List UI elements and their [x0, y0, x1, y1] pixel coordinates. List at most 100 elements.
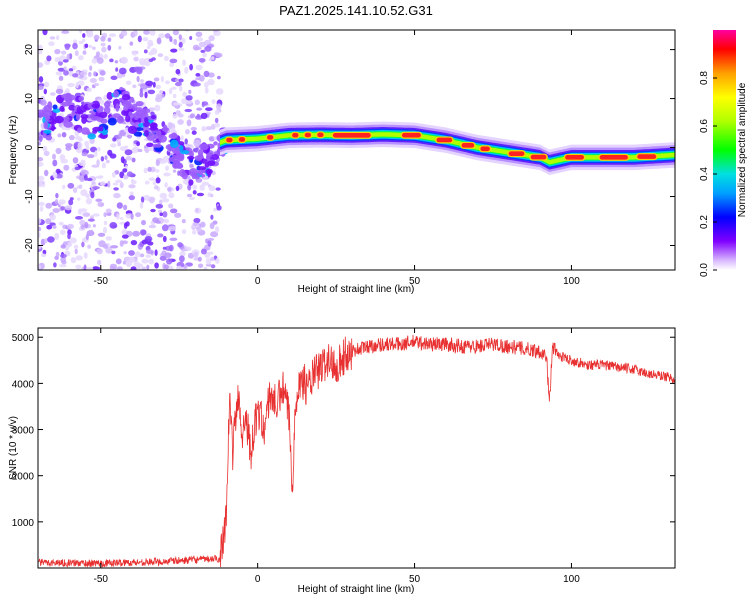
- noise-speckle: [72, 73, 79, 78]
- noise-speckle: [94, 150, 98, 157]
- noise-speckle: [195, 73, 201, 77]
- noise-speckle: [68, 199, 74, 206]
- spectrogram-xtick-label: 0: [255, 276, 261, 287]
- noise-speckle: [38, 76, 44, 83]
- noise-speckle: [148, 51, 154, 56]
- spectrogram-content: [38, 30, 675, 270]
- noise-speckle: [208, 136, 215, 142]
- noise-speckle: [207, 239, 212, 247]
- noise-speckle: [164, 80, 170, 85]
- noise-speckle: [91, 58, 98, 64]
- signal-blob: [42, 109, 53, 118]
- noise-speckle: [101, 46, 107, 53]
- signal-blob: [194, 155, 203, 161]
- noise-speckle: [154, 262, 159, 269]
- noise-speckle: [147, 146, 156, 151]
- noise-speckle: [113, 192, 121, 199]
- noise-speckle: [87, 218, 95, 222]
- snr-ylabel: SNR (10 * v/v): [8, 416, 19, 480]
- noise-speckle: [194, 46, 202, 50]
- noise-speckle: [115, 258, 122, 265]
- noise-speckle: [147, 39, 154, 47]
- noise-speckle: [75, 216, 83, 220]
- noise-speckle: [89, 137, 95, 144]
- noise-speckle: [174, 212, 182, 218]
- noise-speckle: [158, 209, 162, 214]
- noise-speckle: [123, 174, 129, 180]
- noise-speckle: [128, 250, 135, 256]
- noise-speckle: [67, 82, 75, 88]
- noise-speckle: [135, 66, 143, 73]
- noise-speckle: [171, 86, 177, 90]
- noise-speckle: [92, 224, 96, 228]
- noise-speckle: [58, 201, 64, 206]
- ridge-core: [599, 155, 628, 160]
- spectrogram-ytick-label: 10: [24, 93, 35, 105]
- noise-speckle: [39, 206, 44, 212]
- noise-speckle: [115, 67, 119, 72]
- noise-speckle: [146, 264, 150, 270]
- noise-speckle: [43, 81, 50, 88]
- noise-speckle: [49, 214, 56, 221]
- noise-speckle: [100, 99, 105, 106]
- noise-speckle: [204, 81, 209, 88]
- noise-speckle: [55, 35, 60, 41]
- noise-speckle: [200, 112, 208, 120]
- signal-blob: [213, 141, 218, 146]
- noise-speckle: [198, 41, 206, 48]
- noise-speckle: [170, 208, 178, 214]
- noise-speckle: [154, 249, 158, 256]
- signal-blob: [135, 101, 144, 107]
- noise-speckle: [152, 81, 156, 88]
- noise-speckle: [199, 184, 205, 191]
- noise-speckle: [130, 148, 139, 154]
- colorbar-tick-label: 0.4: [699, 167, 710, 181]
- noise-speckle: [38, 201, 45, 207]
- noise-speckle: [162, 155, 170, 163]
- noise-speckle: [55, 147, 62, 155]
- noise-speckle: [164, 33, 171, 39]
- signal-blob: [150, 115, 157, 119]
- noise-speckle: [125, 221, 130, 227]
- noise-speckle: [38, 161, 44, 167]
- spectrogram-ylabel: Frequency (Hz): [8, 116, 19, 185]
- noise-speckle: [178, 41, 183, 48]
- noise-speckle: [210, 231, 219, 238]
- noise-speckle: [113, 187, 119, 191]
- signal-blob: [50, 123, 56, 132]
- signal-blob: [116, 115, 124, 124]
- noise-speckle: [61, 50, 67, 55]
- noise-speckle: [79, 219, 86, 226]
- noise-speckle: [48, 41, 55, 46]
- noise-speckle: [52, 224, 57, 229]
- noise-speckle: [116, 138, 122, 143]
- spectrogram-xtick-label: -50: [94, 276, 109, 287]
- noise-speckle: [206, 251, 214, 255]
- noise-speckle: [123, 251, 127, 255]
- noise-speckle: [191, 222, 198, 226]
- noise-speckle: [58, 264, 67, 268]
- noise-speckle: [179, 255, 185, 263]
- noise-speckle: [111, 171, 116, 178]
- noise-speckle: [57, 67, 66, 72]
- noise-speckle: [53, 262, 57, 268]
- signal-blob: [137, 112, 143, 117]
- noise-speckle: [86, 154, 95, 159]
- noise-speckle: [163, 55, 169, 62]
- noise-speckle: [204, 87, 209, 94]
- noise-speckle: [133, 30, 138, 37]
- noise-speckle: [110, 245, 119, 249]
- noise-speckle: [177, 119, 184, 125]
- noise-speckle: [198, 58, 206, 63]
- signal-blob: [81, 116, 87, 125]
- noise-speckle: [68, 68, 74, 72]
- noise-speckle: [215, 52, 223, 58]
- noise-speckle: [160, 75, 164, 83]
- noise-speckle: [205, 258, 212, 265]
- noise-speckle: [60, 244, 66, 249]
- noise-speckle: [142, 37, 149, 42]
- signal-blob: [197, 166, 207, 171]
- noise-speckle: [116, 202, 123, 209]
- noise-speckle: [155, 203, 164, 209]
- noise-speckle: [198, 263, 204, 269]
